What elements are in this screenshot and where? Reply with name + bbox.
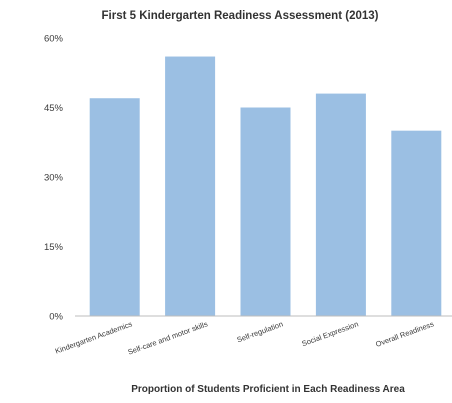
x-axis-title: Proportion of Students Proficient in Eac…: [131, 384, 405, 395]
y-tick-label: 30%: [44, 173, 64, 184]
bar-self-care-and-motor-skills: [165, 56, 216, 317]
x-tick-label: Self-care and motor skills: [127, 319, 209, 356]
x-tick-label: Overall Readiness: [374, 319, 435, 349]
y-tick-label: 60%: [44, 34, 64, 45]
chart-title: First 5 Kindergarten Readiness Assessmen…: [102, 10, 379, 22]
x-tick-label: Social Expression: [300, 319, 359, 348]
bar-kindergarten-academics: [89, 98, 140, 316]
x-tick-label: Self-regulation: [236, 319, 285, 344]
y-axis: 0% 15% 30% 45% 60%: [44, 34, 64, 323]
bar-social-expression: [315, 93, 366, 316]
y-tick-label: 15%: [44, 242, 64, 253]
y-tick-label: 45%: [44, 103, 64, 114]
bar-self-regulation: [240, 107, 291, 316]
x-tick-label: Kindergarten Academics: [54, 319, 134, 355]
y-tick-label: 0%: [49, 312, 63, 323]
bar-overall-readiness: [391, 130, 442, 316]
bars: [89, 56, 442, 317]
